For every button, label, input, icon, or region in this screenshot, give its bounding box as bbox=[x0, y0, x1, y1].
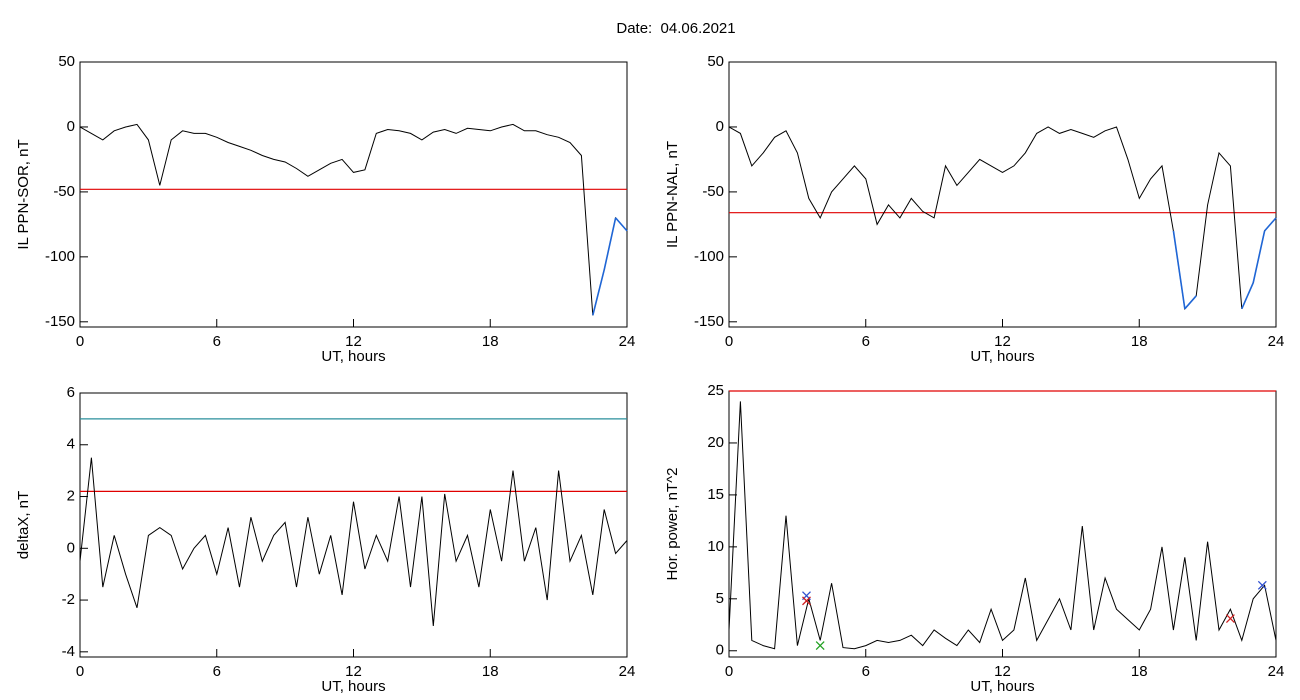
marker bbox=[802, 596, 811, 606]
y-tick-label: -150 bbox=[45, 313, 75, 330]
below-threshold-segment bbox=[592, 269, 605, 316]
below-threshold-segment bbox=[1252, 230, 1266, 284]
marker bbox=[1225, 614, 1235, 624]
x-tick-label: 18 bbox=[1131, 333, 1148, 350]
data-line bbox=[79, 457, 628, 626]
y-tick-label: 50 bbox=[58, 53, 75, 70]
y-tick-label: 0 bbox=[716, 642, 724, 659]
y-axis-label: IL PPN-SOR, nT bbox=[15, 139, 32, 249]
x-tick-label: 0 bbox=[725, 333, 733, 350]
y-tick-label: 20 bbox=[707, 434, 724, 451]
marker bbox=[815, 641, 825, 651]
x-tick-label: 6 bbox=[862, 663, 870, 680]
below-threshold-segment bbox=[1172, 230, 1186, 309]
x-tick-label: 0 bbox=[76, 333, 84, 350]
x-tick-label: 12 bbox=[345, 663, 362, 680]
y-tick-label: 6 bbox=[67, 384, 75, 401]
x-tick-label: 0 bbox=[725, 663, 733, 680]
x-tick-label: 18 bbox=[482, 663, 499, 680]
y-tick-label: 15 bbox=[707, 486, 724, 503]
y-tick-label: -4 bbox=[62, 643, 75, 660]
x-tick-label: 24 bbox=[619, 663, 636, 680]
y-axis-label: Hor. power, nT^2 bbox=[664, 468, 681, 581]
x-tick-label: 24 bbox=[1268, 333, 1285, 350]
y-tick-label: -2 bbox=[62, 591, 75, 608]
marker bbox=[1257, 580, 1267, 590]
x-tick-label: 24 bbox=[619, 333, 636, 350]
y-tick-label: 4 bbox=[67, 436, 75, 453]
x-axis-label: UT, hours bbox=[321, 678, 385, 695]
x-tick-label: 18 bbox=[1131, 663, 1148, 680]
below-threshold-segment bbox=[615, 217, 628, 232]
y-tick-label: -50 bbox=[702, 183, 724, 200]
y-axis-label: IL PPN-NAL, nT bbox=[664, 141, 681, 248]
y-tick-label: 50 bbox=[707, 53, 724, 70]
x-tick-label: 12 bbox=[994, 333, 1011, 350]
x-tick-label: 12 bbox=[345, 333, 362, 350]
y-axis-label: deltaX, nT bbox=[15, 491, 32, 559]
y-tick-label: -100 bbox=[45, 248, 75, 265]
y-tick-label: 10 bbox=[707, 538, 724, 555]
x-axis-label: UT, hours bbox=[321, 348, 385, 365]
x-tick-label: 6 bbox=[862, 333, 870, 350]
figure-title: Date: 04.06.2021 bbox=[616, 20, 735, 37]
data-line bbox=[79, 123, 628, 316]
x-tick-label: 6 bbox=[213, 333, 221, 350]
y-tick-label: 0 bbox=[67, 539, 75, 556]
below-threshold-segment bbox=[603, 217, 617, 271]
x-tick-label: 24 bbox=[1268, 663, 1285, 680]
x-tick-label: 0 bbox=[76, 663, 84, 680]
y-tick-label: -100 bbox=[694, 248, 724, 265]
below-threshold-segment bbox=[1264, 217, 1277, 232]
x-axis-label: UT, hours bbox=[970, 348, 1034, 365]
y-tick-label: -150 bbox=[694, 313, 724, 330]
x-tick-label: 6 bbox=[213, 663, 221, 680]
below-threshold-segment bbox=[1184, 295, 1197, 310]
y-tick-label: -50 bbox=[53, 183, 75, 200]
below-threshold-segment bbox=[1241, 282, 1254, 310]
y-tick-label: 25 bbox=[707, 382, 724, 399]
x-tick-label: 18 bbox=[482, 333, 499, 350]
y-tick-label: 5 bbox=[716, 590, 724, 607]
x-tick-label: 12 bbox=[994, 663, 1011, 680]
y-tick-label: 2 bbox=[67, 487, 75, 504]
y-tick-label: 0 bbox=[67, 118, 75, 135]
x-axis-label: UT, hours bbox=[970, 678, 1034, 695]
data-line bbox=[728, 401, 1277, 650]
y-tick-label: 0 bbox=[716, 118, 724, 135]
